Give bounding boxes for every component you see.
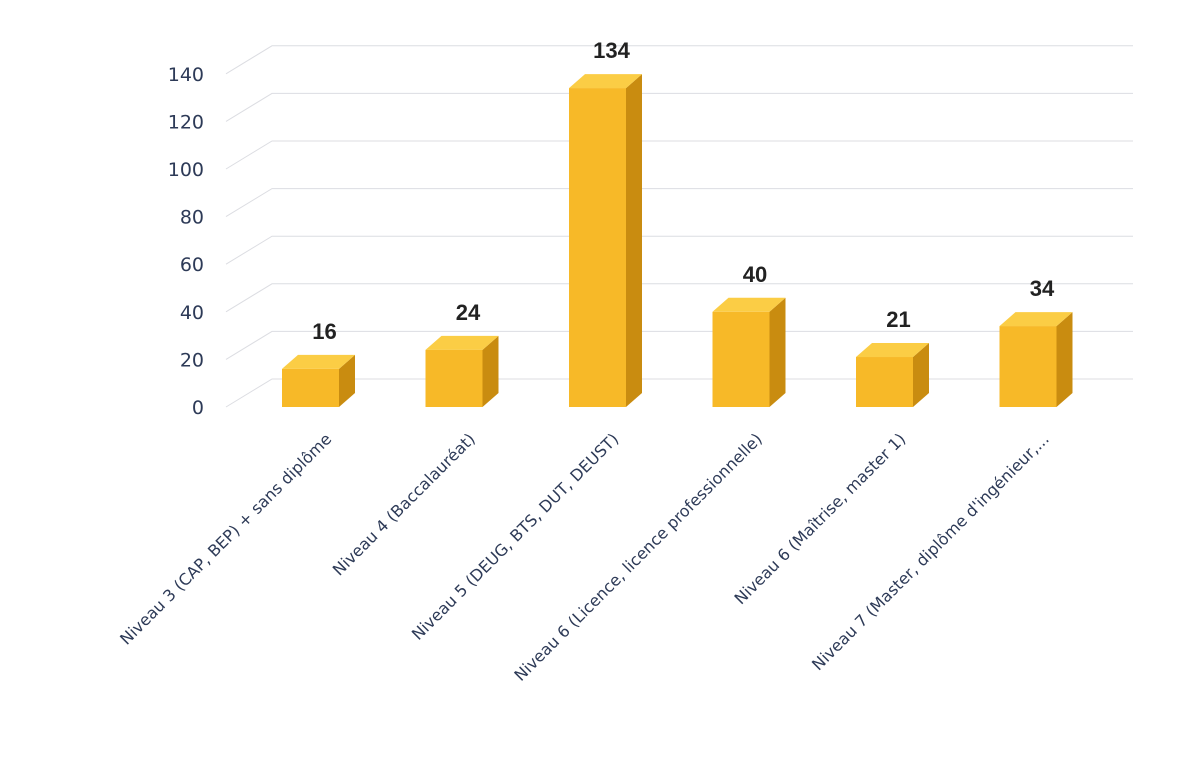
x-tick-label: Niveau 6 (Licence, licence professionnel… [510, 429, 765, 684]
y-tick-label: 100 [168, 159, 204, 181]
bar [856, 343, 929, 407]
y-axis: 0 20 40 60 80 100 120 140 [168, 64, 204, 419]
bar-front [282, 368, 339, 407]
y-tick-label: 80 [180, 207, 204, 229]
bar-top [425, 335, 499, 350]
gridline [225, 92, 1133, 122]
y-tick-label: 0 [192, 397, 204, 419]
bar-top [282, 354, 355, 369]
gridline [225, 378, 1133, 408]
gridline [225, 330, 1133, 360]
bar-side [626, 74, 642, 407]
y-tick-label: 40 [180, 302, 204, 324]
x-tick-label: Niveau 3 (CAP, BEP) + sans diplôme [116, 429, 335, 648]
gridline [225, 140, 1133, 170]
bar-top [569, 74, 642, 89]
gridline [225, 235, 1133, 265]
gridline [225, 45, 1133, 75]
x-tick-label: Niveau 7 (Master, diplôme d'ingénieur,..… [808, 429, 1053, 674]
bars [282, 74, 1073, 407]
data-label: 40 [743, 262, 767, 287]
x-tick-label: Niveau 4 (Baccalauréat) [329, 429, 479, 579]
x-axis: Niveau 3 (CAP, BEP) + sans diplômeNiveau… [116, 429, 1053, 684]
bar-top [856, 343, 929, 358]
bar-front [856, 357, 913, 407]
gridline [225, 283, 1133, 313]
bar [282, 354, 355, 407]
bar [712, 297, 786, 407]
data-label: 21 [886, 307, 910, 332]
data-label: 16 [312, 319, 336, 344]
bar [999, 312, 1073, 407]
gridlines [225, 45, 1133, 408]
bar-side [339, 354, 355, 407]
bar-top [712, 297, 786, 312]
bar [569, 74, 642, 407]
bar-front [569, 88, 626, 407]
bar-side [913, 343, 929, 407]
data-label: 34 [1030, 276, 1055, 301]
data-label: 24 [456, 300, 481, 325]
y-tick-label: 20 [180, 349, 204, 371]
bar-front [425, 349, 483, 407]
data-label: 134 [593, 38, 630, 63]
y-tick-label: 60 [180, 254, 204, 276]
bar-side [769, 297, 786, 407]
data-labels: 16 24 134 40 21 34 [312, 38, 1055, 344]
bar-side [1056, 312, 1073, 407]
bar-front [712, 311, 770, 407]
bar [425, 335, 499, 407]
bar-top [999, 312, 1073, 327]
gridline [225, 188, 1133, 218]
bar-side [482, 335, 499, 407]
y-tick-label: 140 [168, 64, 204, 86]
y-tick-label: 120 [168, 111, 204, 133]
bar-front [999, 326, 1057, 407]
x-tick-label: Niveau 6 (Maîtrise, master 1) [730, 429, 909, 608]
